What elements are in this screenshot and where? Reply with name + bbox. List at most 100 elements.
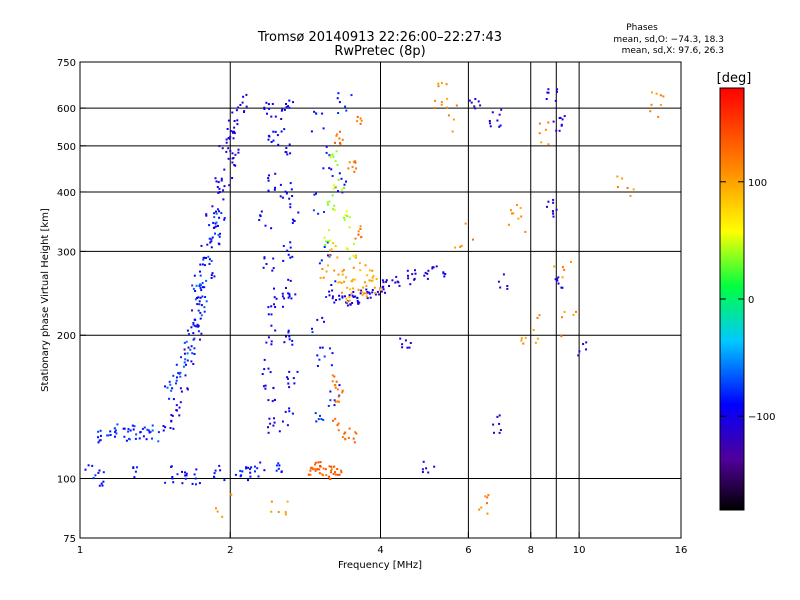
data-point	[267, 367, 270, 370]
data-point	[361, 291, 364, 294]
data-point	[320, 259, 323, 262]
data-point	[312, 467, 315, 470]
data-point	[347, 436, 350, 439]
data-point	[180, 390, 183, 393]
data-point	[585, 341, 588, 344]
data-point	[179, 401, 182, 404]
data-point	[270, 115, 273, 118]
data-point	[346, 300, 349, 303]
data-point	[94, 474, 97, 477]
data-point	[233, 132, 236, 135]
data-point	[239, 475, 242, 478]
data-point	[208, 224, 211, 227]
data-point	[341, 191, 344, 194]
data-point	[170, 414, 173, 416]
data-point	[231, 152, 234, 155]
data-point	[324, 468, 327, 471]
data-point	[212, 221, 215, 224]
data-point	[332, 419, 335, 422]
data-point	[556, 88, 559, 91]
data-point	[321, 268, 324, 270]
data-point	[134, 470, 137, 473]
data-point	[346, 286, 349, 289]
data-point	[287, 278, 290, 281]
data-point	[265, 263, 268, 265]
data-point	[258, 219, 261, 221]
data-point	[280, 470, 283, 473]
data-point	[382, 281, 385, 284]
data-point	[484, 495, 487, 498]
data-point	[319, 346, 322, 349]
data-point	[151, 429, 154, 432]
data-point	[199, 311, 202, 314]
data-point	[192, 323, 195, 326]
data-point	[331, 289, 334, 292]
data-point	[385, 280, 388, 283]
data-point	[332, 208, 335, 211]
data-point	[328, 294, 331, 297]
data-point	[355, 254, 357, 257]
data-point	[99, 434, 102, 437]
data-point	[447, 114, 450, 117]
data-point	[131, 424, 134, 427]
data-point	[142, 435, 145, 438]
data-point	[102, 471, 105, 474]
data-point	[522, 342, 525, 345]
data-point	[264, 387, 267, 390]
data-point	[354, 237, 357, 240]
data-point	[223, 479, 226, 482]
data-point	[287, 105, 290, 108]
data-point	[175, 404, 178, 407]
data-point	[547, 91, 550, 94]
data-point	[333, 184, 336, 187]
data-point	[231, 177, 234, 179]
data-point	[328, 290, 331, 293]
x-tick-label: 8	[528, 545, 534, 556]
data-point	[177, 372, 180, 374]
data-point	[262, 385, 265, 388]
data-point	[237, 151, 240, 154]
data-point	[356, 296, 359, 299]
data-point	[178, 372, 181, 375]
data-point	[334, 160, 337, 163]
data-point	[270, 313, 273, 316]
data-point	[210, 246, 213, 249]
data-point	[368, 269, 371, 272]
data-point	[532, 329, 535, 331]
data-point	[368, 279, 371, 282]
data-point	[555, 208, 558, 211]
data-point	[407, 274, 409, 277]
data-point	[341, 436, 344, 438]
data-point	[273, 287, 275, 290]
data-point	[190, 360, 193, 363]
data-point	[247, 479, 249, 482]
data-point	[278, 430, 281, 433]
data-point	[183, 365, 185, 368]
data-point	[193, 473, 196, 476]
x-tick-label: 6	[465, 545, 471, 556]
data-point	[655, 92, 658, 95]
data-point	[162, 429, 165, 432]
data-point	[268, 417, 271, 420]
data-point	[267, 431, 270, 434]
data-point	[236, 119, 239, 122]
data-point	[434, 99, 437, 102]
data-point	[356, 299, 359, 302]
data-point	[334, 185, 337, 188]
data-point	[334, 473, 337, 476]
data-point	[286, 376, 289, 379]
data-point	[183, 341, 186, 344]
data-point	[331, 380, 334, 383]
data-point	[325, 474, 328, 477]
data-point	[220, 212, 223, 215]
data-point	[350, 292, 353, 295]
data-point	[395, 275, 398, 278]
data-point	[288, 106, 291, 109]
data-point	[215, 210, 217, 213]
data-point	[337, 92, 340, 95]
data-point	[292, 377, 295, 380]
data-point	[188, 333, 190, 335]
y-tick-label: 100	[57, 475, 76, 486]
data-point	[333, 204, 336, 207]
data-point	[291, 222, 294, 224]
